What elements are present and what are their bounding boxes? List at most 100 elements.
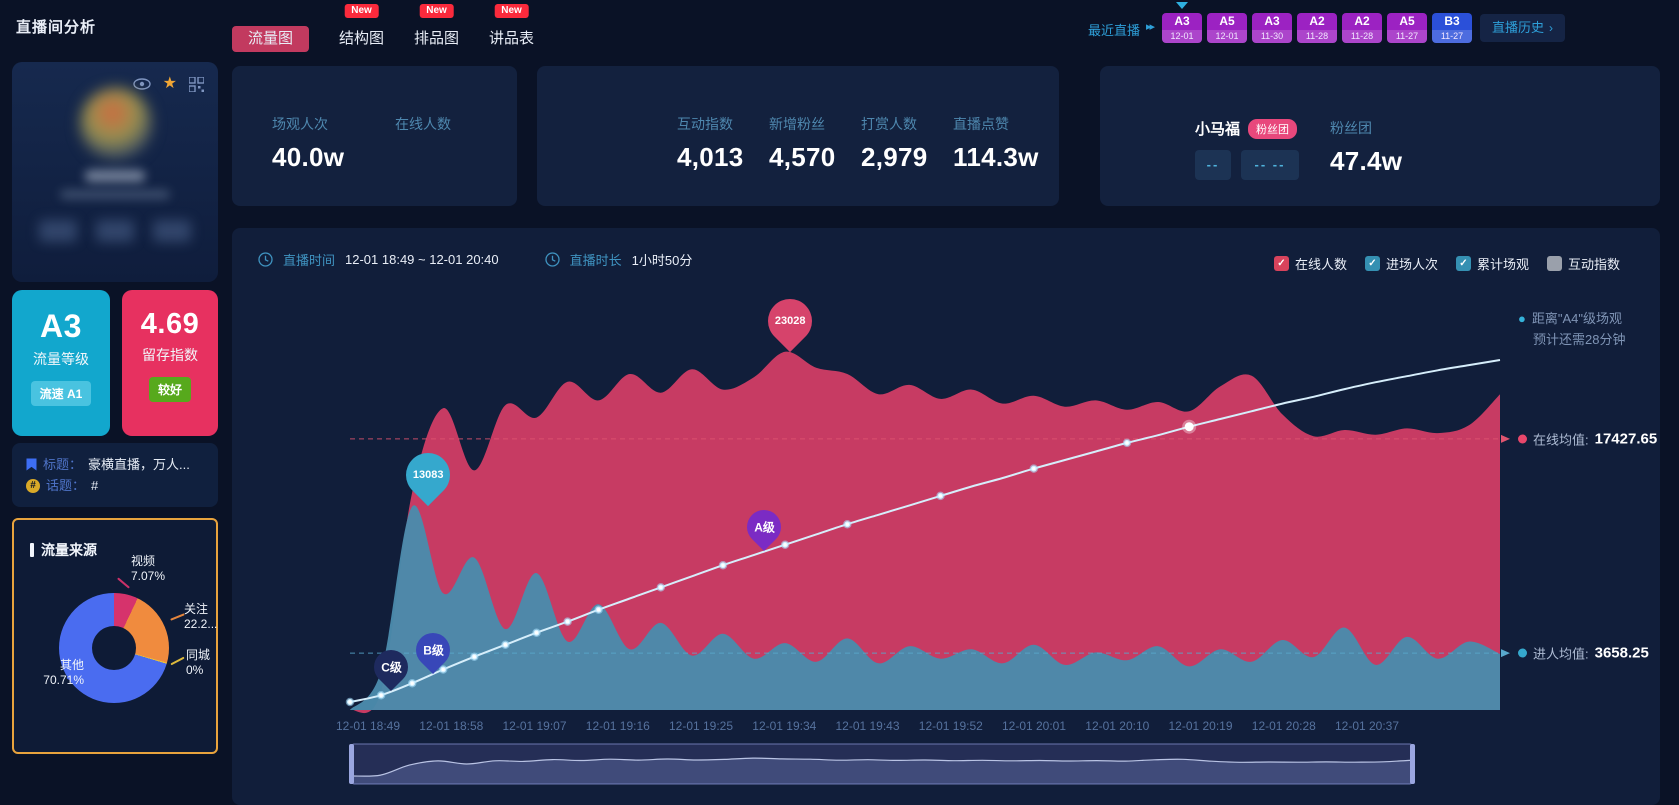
tab-label: 讲品表 bbox=[489, 30, 535, 47]
tab-structure-chart[interactable]: New 结构图 bbox=[339, 4, 384, 52]
traffic-grade-label: 流量等级 bbox=[33, 351, 89, 367]
svg-text:12-01 19:07: 12-01 19:07 bbox=[502, 719, 566, 733]
recent-session-badge[interactable]: B3 11-27 bbox=[1432, 13, 1472, 43]
streamer-name: 小马福 bbox=[1195, 121, 1241, 138]
stat-label: 在线人数 bbox=[395, 116, 451, 132]
svg-text:12-01 19:34: 12-01 19:34 bbox=[752, 719, 816, 733]
live-history-button[interactable]: 直播历史 › bbox=[1480, 14, 1566, 42]
chart-header: 直播时间 12-01 18:49 ~ 12-01 20:40 直播时长 1小时5… bbox=[258, 250, 728, 269]
tab-product-rank-chart[interactable]: New 排品图 bbox=[414, 4, 460, 52]
recent-session-badge[interactable]: A2 11-28 bbox=[1297, 13, 1337, 43]
stat-value: 4,013 bbox=[677, 142, 744, 172]
stat-label: 直播点赞 bbox=[953, 116, 1009, 132]
stream-topic-label: 话题： bbox=[46, 478, 86, 493]
blurred-streamer-id bbox=[60, 190, 170, 199]
avatar bbox=[80, 88, 152, 160]
checkbox-icon bbox=[1546, 256, 1562, 271]
legend-interaction-index[interactable]: 互动指数 bbox=[1546, 254, 1620, 273]
flow-chart-card: 直播时间 12-01 18:49 ~ 12-01 20:40 直播时长 1小时5… bbox=[232, 228, 1660, 805]
new-badge: New bbox=[344, 4, 379, 18]
stat-label: 新增粉丝 bbox=[769, 116, 825, 132]
svg-text:12-01 18:49: 12-01 18:49 bbox=[336, 719, 400, 733]
traffic-grade-value: A3 bbox=[40, 308, 82, 344]
donut-hole bbox=[92, 626, 136, 670]
blurred-streamer-name bbox=[85, 170, 145, 182]
red-dot-icon bbox=[1518, 434, 1527, 444]
recent-live-label: 最近直播 bbox=[1088, 23, 1141, 38]
leader-line bbox=[170, 613, 185, 621]
stat-label: 打赏人数 bbox=[861, 116, 917, 132]
retention-label: 留存指数 bbox=[142, 347, 198, 363]
slice-label-video: 视频 7.07% bbox=[131, 554, 166, 583]
blurred-profile-stats bbox=[12, 220, 218, 242]
view-tabs: New 流量图 New 结构图 New 排品图 New 讲品表 bbox=[232, 4, 535, 52]
live-time-value: 12-01 18:49 ~ 12-01 20:40 bbox=[345, 252, 499, 267]
fan-club-stat-label: 粉丝团 bbox=[1330, 120, 1372, 136]
svg-text:12-01 20:37: 12-01 20:37 bbox=[1335, 719, 1399, 733]
live-duration-label: 直播时长 bbox=[569, 253, 622, 268]
tab-label: 排品图 bbox=[414, 30, 460, 47]
double-arrow-icon[interactable]: ▸▸ bbox=[1146, 21, 1155, 33]
traffic-grade-card: A3 流量等级 流速 A1 bbox=[12, 290, 110, 436]
svg-text:12-01 20:10: 12-01 20:10 bbox=[1085, 719, 1149, 733]
flow-chart-canvas[interactable]: 12-01 18:49 12-01 18:58 12-01 19:07 12-01 1… bbox=[232, 228, 1660, 805]
stat-value: 40.0w bbox=[272, 142, 345, 172]
selected-indicator-icon bbox=[1176, 2, 1188, 9]
legend-cumulative-views[interactable]: ✓ 累计场观 bbox=[1455, 254, 1529, 273]
recent-session-badge[interactable]: A3 11-30 bbox=[1252, 13, 1292, 43]
stream-title-card: 标题： 豪横直播，万人... # 话题： # bbox=[12, 443, 218, 507]
retention-value: 4.69 bbox=[140, 308, 200, 340]
stat-value: 4,570 bbox=[769, 142, 836, 172]
recent-session-badge[interactable]: A5 12-01 bbox=[1207, 13, 1247, 43]
svg-text:12-01 19:16: 12-01 19:16 bbox=[586, 719, 650, 733]
enter-average-label: 进人均值: 3658.25 bbox=[1518, 644, 1649, 663]
recent-session-badge[interactable]: A3 12-01 bbox=[1162, 2, 1202, 43]
stat-value: 2,979 bbox=[861, 142, 928, 172]
page-title: 直播间分析 bbox=[16, 19, 97, 36]
online-average-label: 在线均值: 17427.65 bbox=[1518, 429, 1657, 448]
svg-text:12-01 20:19: 12-01 20:19 bbox=[1168, 719, 1232, 733]
grade-forecast-annotation: ● 距离"A4"级场观 预计还需28分钟 bbox=[1518, 311, 1626, 347]
blue-dot-icon bbox=[1518, 648, 1527, 658]
title-accent-bar bbox=[30, 543, 34, 557]
chevron-right-icon: › bbox=[1549, 21, 1554, 35]
checkbox-icon: ✓ bbox=[1455, 256, 1471, 271]
checkbox-icon: ✓ bbox=[1364, 256, 1380, 271]
viewers-stats-card: 场观人次 40.0w 在线人数 bbox=[232, 66, 517, 206]
leader-line bbox=[170, 656, 185, 666]
empty-metric-box: -- -- bbox=[1241, 150, 1299, 180]
streamer-profile-card: ★ bbox=[12, 62, 218, 282]
svg-text:12-01 19:52: 12-01 19:52 bbox=[919, 719, 983, 733]
stream-topic-value: # bbox=[91, 478, 99, 493]
live-duration-value: 1小时50分 bbox=[631, 253, 693, 268]
recent-session-badge[interactable]: A2 11-28 bbox=[1342, 13, 1382, 43]
chart-legend: ✓ 在线人数 ✓ 进场人次 ✓ 累计场观 互动指数 bbox=[1273, 254, 1620, 273]
recent-session-badge[interactable]: A5 11-27 bbox=[1387, 13, 1427, 43]
slice-label-follow: 关注 22.2... bbox=[184, 602, 218, 631]
tab-product-talk-table[interactable]: New 讲品表 bbox=[489, 4, 535, 52]
svg-text:12-01 20:28: 12-01 20:28 bbox=[1252, 719, 1316, 733]
stat-value: 114.3w bbox=[953, 142, 1039, 172]
traffic-source-title: 流量来源 bbox=[30, 540, 97, 560]
stream-title-label: 标题： bbox=[43, 457, 83, 472]
new-badge: New bbox=[494, 4, 529, 18]
stream-title-value: 豪横直播，万人... bbox=[88, 457, 190, 472]
tab-label: 流量图 bbox=[232, 26, 310, 52]
clock-icon bbox=[544, 252, 560, 267]
svg-text:12-01 18:58: 12-01 18:58 bbox=[419, 719, 483, 733]
engagement-stats-card: 互动指数 4,013 新增粉丝 4,570 打赏人数 2,979 直播点赞 11… bbox=[537, 66, 1059, 206]
traffic-source-card: 流量来源 视频 7.07% 关注 22.2... 同城 0% 其他 70.71% bbox=[12, 518, 218, 754]
star-icon[interactable]: ★ bbox=[162, 75, 177, 92]
topic-hash-icon: # bbox=[26, 478, 40, 493]
tab-flow-chart[interactable]: New 流量图 bbox=[232, 14, 310, 52]
fan-club-badge: 粉丝团 bbox=[1248, 118, 1298, 139]
recent-session-list: A3 12-01 A5 12-01 A3 11-30 A2 11-28 A2 1… bbox=[1162, 2, 1472, 43]
fan-club-stat-value: 47.4w bbox=[1330, 146, 1403, 176]
legend-online-count[interactable]: ✓ 在线人数 bbox=[1273, 254, 1347, 273]
checkbox-icon: ✓ bbox=[1273, 256, 1289, 271]
qrcode-icon[interactable] bbox=[189, 76, 204, 92]
eye-icon[interactable] bbox=[132, 78, 151, 90]
svg-text:12-01 19:43: 12-01 19:43 bbox=[835, 719, 899, 733]
legend-enter-count[interactable]: ✓ 进场人次 bbox=[1364, 254, 1438, 273]
stat-label: 场观人次 bbox=[272, 116, 328, 132]
